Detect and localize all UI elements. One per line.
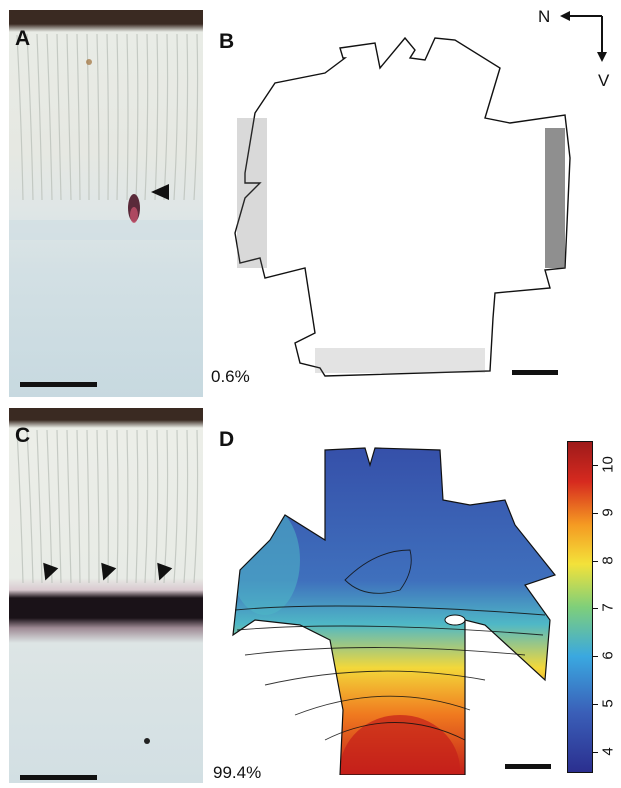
compass-icon xyxy=(560,11,607,62)
stained-cell-dots xyxy=(237,118,565,373)
panel-a-micrograph xyxy=(9,10,203,397)
colorbar-tick-label: 6 xyxy=(599,651,617,660)
colorbar-tick-mark xyxy=(593,751,598,753)
arrowhead-icon xyxy=(151,184,169,200)
panel-c-rod-striations xyxy=(16,429,199,744)
compass-north-label: N xyxy=(538,7,551,26)
colorbar-tick-mark xyxy=(593,512,598,514)
scale-bar-a xyxy=(20,382,97,387)
panel-d-label: D xyxy=(219,428,235,451)
arrowhead-icon xyxy=(157,562,173,581)
colorbar-tick-label: 10 xyxy=(599,456,617,473)
scale-bar-c xyxy=(20,775,97,780)
panel-a-rod-striations xyxy=(9,33,203,240)
panel-b-percent: 0.6% xyxy=(211,367,250,386)
colorbar-tick-label: 9 xyxy=(599,508,617,517)
panel-d-percent: 99.4% xyxy=(213,763,262,782)
panel-b-label: B xyxy=(219,30,235,53)
panel-d-density-map xyxy=(232,447,557,775)
colorbar-tick-mark xyxy=(593,608,598,610)
arrowhead-icon xyxy=(43,562,59,581)
panel-c-label: C xyxy=(15,424,31,447)
colorbar-tick-label: 4 xyxy=(599,747,617,756)
scale-bar-b xyxy=(512,370,558,375)
colorbar-tick-label: 7 xyxy=(599,603,617,613)
contour-lines xyxy=(234,549,546,741)
colorbar-tick-mark xyxy=(593,656,598,658)
colorbar xyxy=(567,441,593,773)
colorbar-tick-label: 8 xyxy=(599,555,617,565)
colorbar-tick-mark xyxy=(593,560,598,562)
panel-b-flatmount xyxy=(234,36,571,377)
colorbar-tick-mark xyxy=(593,464,598,466)
arrowhead-icon xyxy=(101,562,117,581)
arrowheads-c xyxy=(43,562,173,581)
compass-ventral-label: V xyxy=(598,71,610,90)
panel-c-micrograph xyxy=(9,408,203,783)
colorbar-tick-mark xyxy=(593,704,598,706)
panel-a-label: A xyxy=(15,27,31,50)
scale-bar-d xyxy=(505,764,551,769)
colorbar-tick-label: 5 xyxy=(599,699,617,708)
